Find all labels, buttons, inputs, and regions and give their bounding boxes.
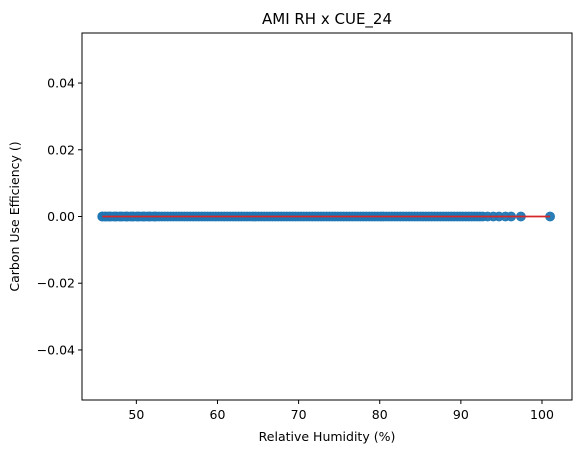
chart-title: AMI RH x CUE_24 [262, 10, 392, 29]
x-axis-label: Relative Humidity (%) [259, 429, 396, 444]
x-tick-label: 80 [372, 407, 388, 422]
y-axis-label: Carbon Use Efficiency () [7, 141, 22, 291]
y-tick-label: −0.02 [37, 276, 75, 291]
plot-area [97, 211, 555, 222]
y-tick-label: −0.04 [37, 342, 75, 357]
x-tick-label: 90 [453, 407, 469, 422]
y-axis: −0.04 −0.02 0.00 0.02 0.04 [37, 76, 82, 357]
x-tick-label: 60 [210, 407, 226, 422]
x-axis: 50 60 70 80 90 100 [128, 400, 554, 422]
title: AMI RH x CUE_24 [262, 10, 392, 29]
y-tick-label: 0.02 [47, 142, 75, 157]
x-tick-label: 50 [128, 407, 144, 422]
y-tick-label: 0.04 [47, 76, 75, 91]
x-tick-label: 70 [291, 407, 307, 422]
y-tick-label: 0.00 [47, 209, 75, 224]
x-tick-label: 100 [530, 407, 554, 422]
